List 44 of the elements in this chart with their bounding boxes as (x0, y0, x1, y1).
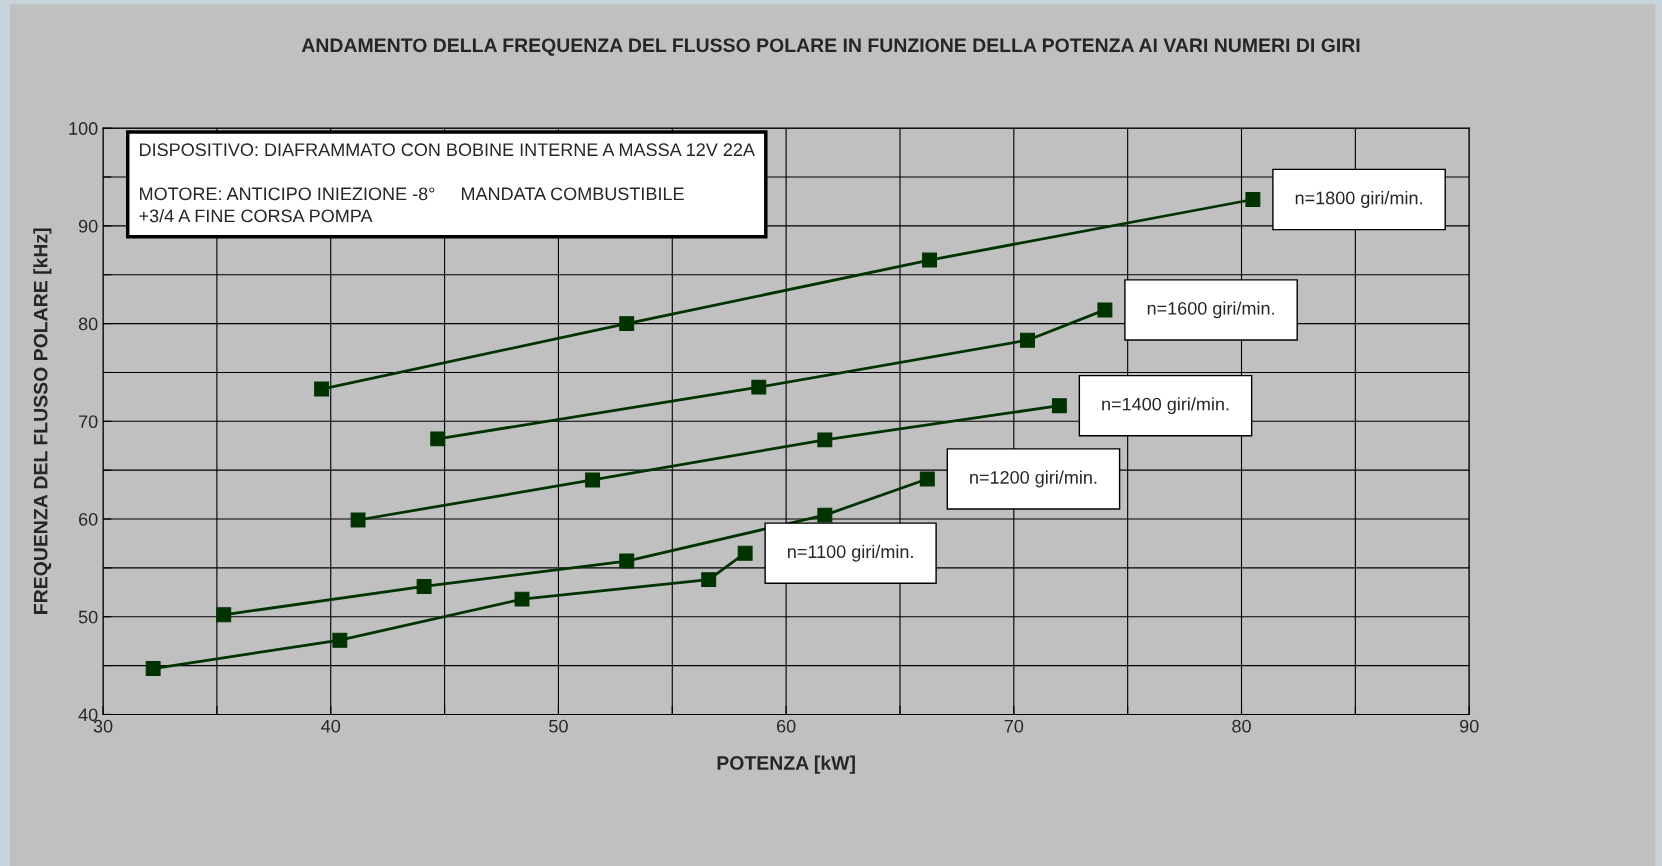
x-tick-label: 80 (1232, 719, 1251, 733)
point (514, 591, 530, 607)
series-label: n=1600 giri/min. (1147, 301, 1274, 319)
series-label: n=1200 giri/min. (970, 470, 1097, 488)
point (430, 431, 446, 447)
y-tick-label: 100 (69, 122, 98, 135)
point (145, 661, 161, 676)
series-label: n=1800 giri/min. (1295, 191, 1422, 208)
point (919, 471, 935, 487)
y-tick-label: 80 (78, 317, 98, 331)
point (314, 381, 330, 397)
point (751, 379, 767, 395)
series-label: n=1100 giri/min. (788, 544, 913, 562)
point (416, 578, 432, 594)
x-tick-label: 50 (549, 719, 568, 733)
point (585, 472, 601, 488)
point (922, 252, 938, 268)
y-axis-title: FREQUENZA DEL FLUSSO POLARE [kHz] (33, 228, 52, 614)
x-tick-label: 70 (1004, 719, 1024, 733)
point (332, 632, 348, 648)
x-tick-label: 40 (321, 719, 341, 733)
point (817, 432, 833, 448)
y-tick-label: 70 (79, 415, 98, 429)
point (216, 607, 232, 623)
point (619, 316, 635, 332)
point (737, 545, 753, 561)
y-tick-label: 60 (79, 512, 98, 526)
point (1051, 398, 1067, 414)
x-axis-title: POTENZA [kW] (717, 755, 855, 774)
point (619, 553, 635, 569)
point (1097, 302, 1113, 318)
x-tick-label: 90 (1460, 719, 1479, 733)
series-label: n=1400 giri/min. (1102, 397, 1229, 415)
point (1245, 192, 1261, 207)
annotation: MOTORE: ANTICIPO INIEZIONE -8° MANDATA COMBUSTIBILE +3/4 A FINE CORSA POMPA (139, 187, 684, 223)
point (701, 572, 717, 588)
point (817, 507, 833, 523)
annotation: DISPOSITIVO: DIAFRAMMATO CON BOBINE INTERNE A MASSA 12V 22A (140, 143, 755, 157)
point (350, 512, 366, 528)
y-tick-label: 90 (78, 219, 98, 233)
chart-title: ANDAMENTO DELLA FREQUENZA DEL FLUSSO POLARE IN FUNZIONE DELLA POTENZA AI VARI NUMERI DI GIRI (301, 38, 1360, 56)
point (1020, 332, 1035, 348)
x-tick-label: 60 (777, 719, 796, 733)
y-tick-label: 50 (78, 610, 98, 624)
